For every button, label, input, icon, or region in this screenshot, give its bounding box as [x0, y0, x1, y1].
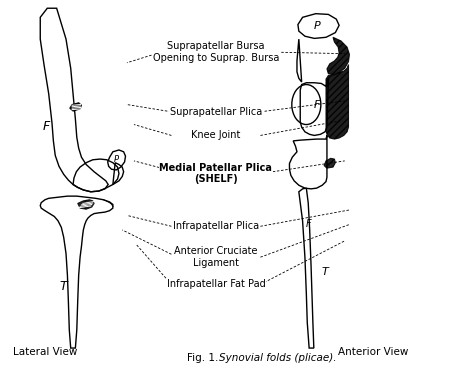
Polygon shape: [327, 37, 349, 75]
Text: Knee Joint: Knee Joint: [191, 130, 241, 141]
Text: T: T: [60, 280, 67, 293]
Polygon shape: [326, 65, 348, 139]
Text: Infrapatellar Plica: Infrapatellar Plica: [173, 221, 259, 231]
Text: Suprapatellar Plica: Suprapatellar Plica: [170, 107, 262, 117]
Polygon shape: [70, 103, 82, 111]
Text: Anterior Cruciate
Ligament: Anterior Cruciate Ligament: [174, 246, 258, 268]
Text: F: F: [305, 220, 311, 230]
Text: Suprapatellar Bursa
Opening to Suprap. Bursa: Suprapatellar Bursa Opening to Suprap. B…: [153, 41, 279, 63]
Text: Anterior View: Anterior View: [337, 347, 408, 357]
Text: F: F: [42, 120, 49, 133]
Text: Fig. 1.: Fig. 1.: [187, 353, 218, 363]
Text: Synovial folds (plicae).: Synovial folds (plicae).: [219, 353, 337, 363]
Text: P: P: [114, 155, 118, 164]
Text: P: P: [314, 21, 321, 31]
Polygon shape: [78, 200, 94, 209]
Text: Infrapatellar Fat Pad: Infrapatellar Fat Pad: [166, 279, 265, 289]
Text: Medial Patellar Plica
(SHELF): Medial Patellar Plica (SHELF): [159, 163, 273, 184]
Text: F: F: [313, 100, 320, 110]
Polygon shape: [324, 158, 336, 168]
Text: T: T: [322, 267, 328, 277]
Text: Lateral View: Lateral View: [13, 347, 77, 357]
